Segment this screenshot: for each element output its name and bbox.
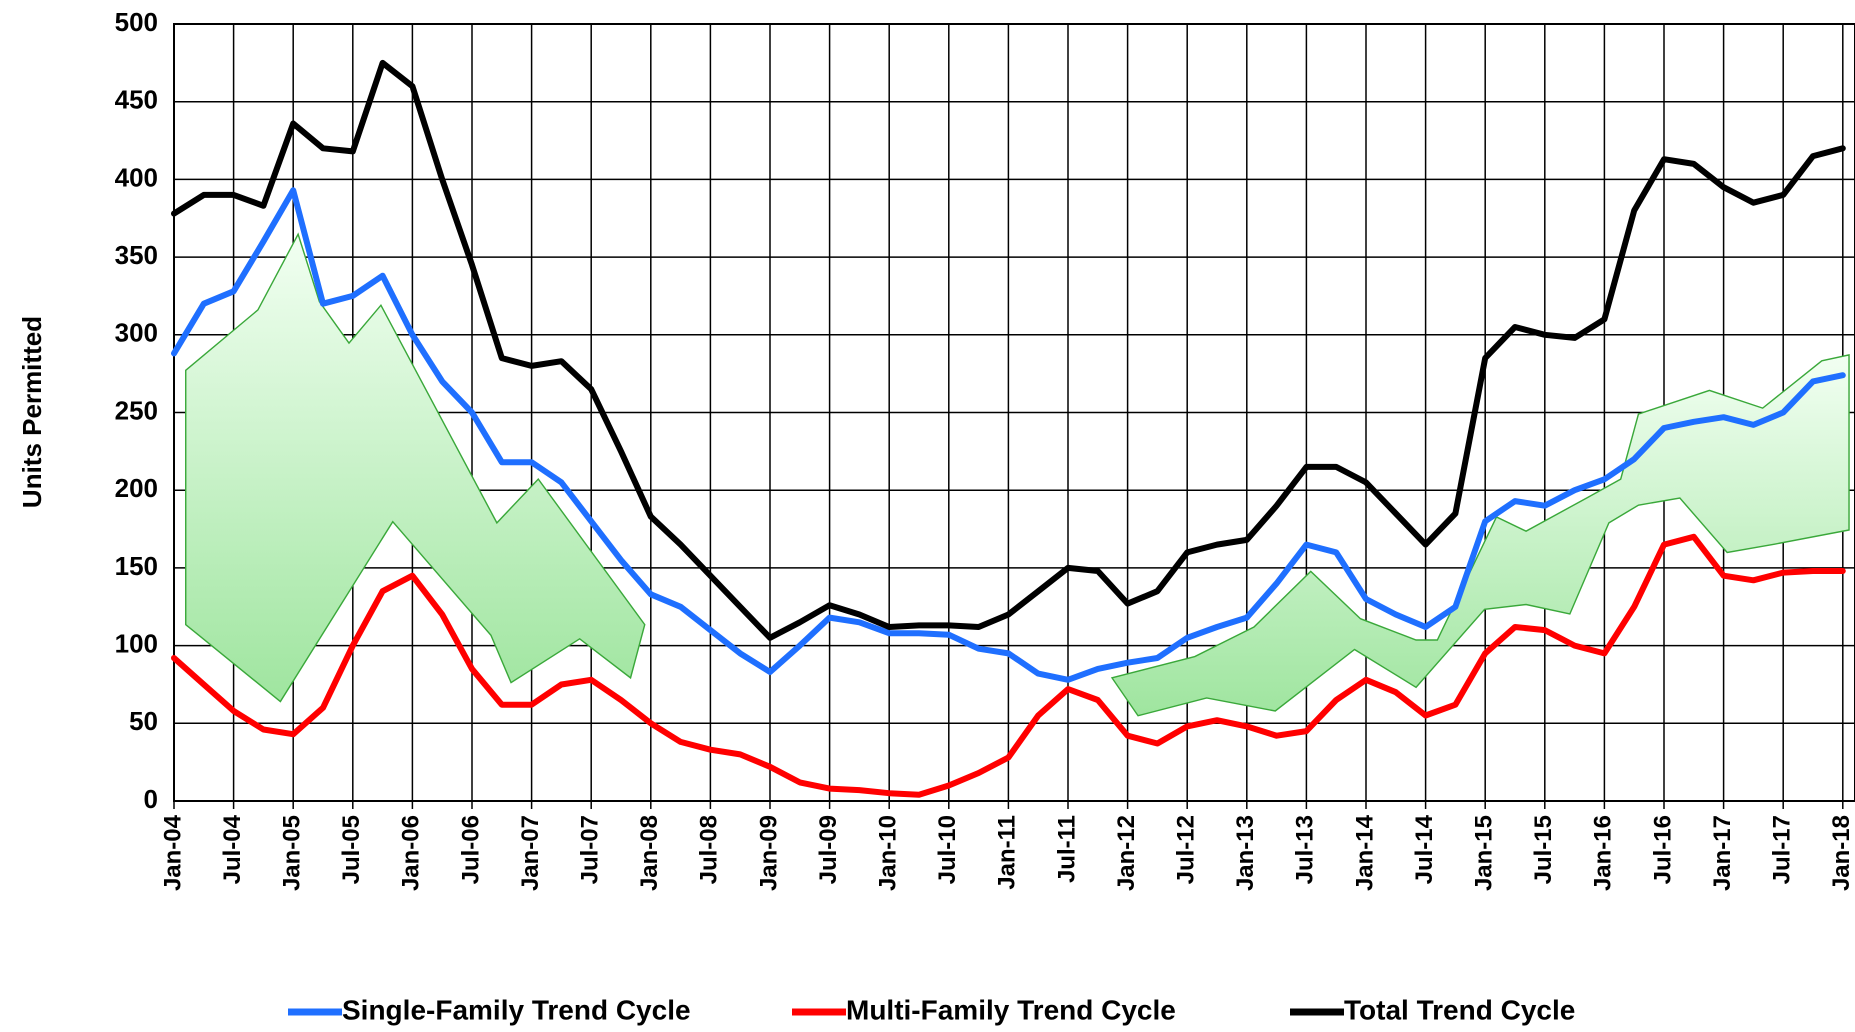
- y-tick-label: 0: [144, 784, 158, 814]
- x-tick-label: Jul-09: [815, 815, 842, 884]
- legend-label: Multi-Family Trend Cycle: [846, 994, 1176, 1025]
- y-tick-label: 450: [115, 85, 158, 115]
- trend-arrow: [1110, 354, 1850, 717]
- trend-arrows: [185, 232, 1850, 717]
- x-tick-label: Jan-15: [1471, 815, 1498, 891]
- x-tick-label: Jan-09: [755, 815, 782, 891]
- x-tick-label: Jul-12: [1173, 815, 1200, 884]
- x-tick-label: Jul-11: [1053, 815, 1080, 883]
- x-tick-label: Jan-07: [517, 815, 544, 891]
- lines: [171, 59, 1846, 798]
- x-tick-label: Jul-13: [1292, 815, 1319, 884]
- x-tick-label: Jan-10: [875, 815, 902, 891]
- x-tick-label: Jan-12: [1113, 815, 1140, 891]
- x-tick-label: Jan-17: [1709, 815, 1736, 891]
- x-tick-label: Jan-04: [159, 814, 186, 891]
- x-tick-label: Jul-08: [696, 815, 723, 884]
- x-tick-label: Jul-16: [1649, 815, 1676, 884]
- x-tick-label: Jan-05: [279, 815, 306, 891]
- y-tick-label: 150: [115, 551, 158, 581]
- y-tick-label: 50: [129, 706, 158, 736]
- y-tick-label: 400: [115, 162, 158, 192]
- x-tick-label: Jan-14: [1351, 814, 1378, 891]
- y-tick-label: 350: [115, 240, 158, 270]
- x-tick-label: Jul-17: [1769, 815, 1796, 884]
- x-tick-label: Jan-06: [398, 815, 425, 891]
- x-tick-label: Jul-06: [457, 815, 484, 884]
- legend-label: Single-Family Trend Cycle: [342, 994, 691, 1025]
- y-tick-label: 100: [115, 628, 158, 658]
- x-tick-label: Jan-13: [1232, 815, 1259, 891]
- series-line: [171, 187, 1846, 683]
- x-tick-label: Jul-14: [1411, 814, 1438, 884]
- x-tick-label: Jul-07: [577, 815, 604, 884]
- x-tick-label: Jan-16: [1590, 815, 1617, 891]
- x-tick-label: Jul-15: [1530, 815, 1557, 884]
- x-tick-label: Jan-11: [994, 815, 1021, 890]
- labels: 0 50 100 150 200 250 300 350 400 450 500 Jan-04 Jul-…: [115, 7, 1855, 1026]
- x-tick-label: Jul-04: [219, 814, 246, 884]
- y-tick-label: 200: [115, 473, 158, 503]
- x-tick-label: Jan-18: [1828, 815, 1855, 891]
- y-tick-label: 500: [115, 7, 158, 37]
- y-tick-label: 300: [115, 318, 158, 348]
- trend-arrow: [185, 232, 646, 703]
- series-line: [171, 59, 1846, 641]
- legend-label: Total Trend Cycle: [1344, 994, 1575, 1025]
- y-tick-label: 250: [115, 395, 158, 425]
- x-tick-label: Jul-10: [934, 815, 961, 884]
- x-tick-label: Jan-08: [636, 815, 663, 891]
- y-axis-label: Units Permitted: [17, 316, 47, 508]
- series-line: [171, 533, 1846, 798]
- x-tick-label: Jul-05: [338, 815, 365, 884]
